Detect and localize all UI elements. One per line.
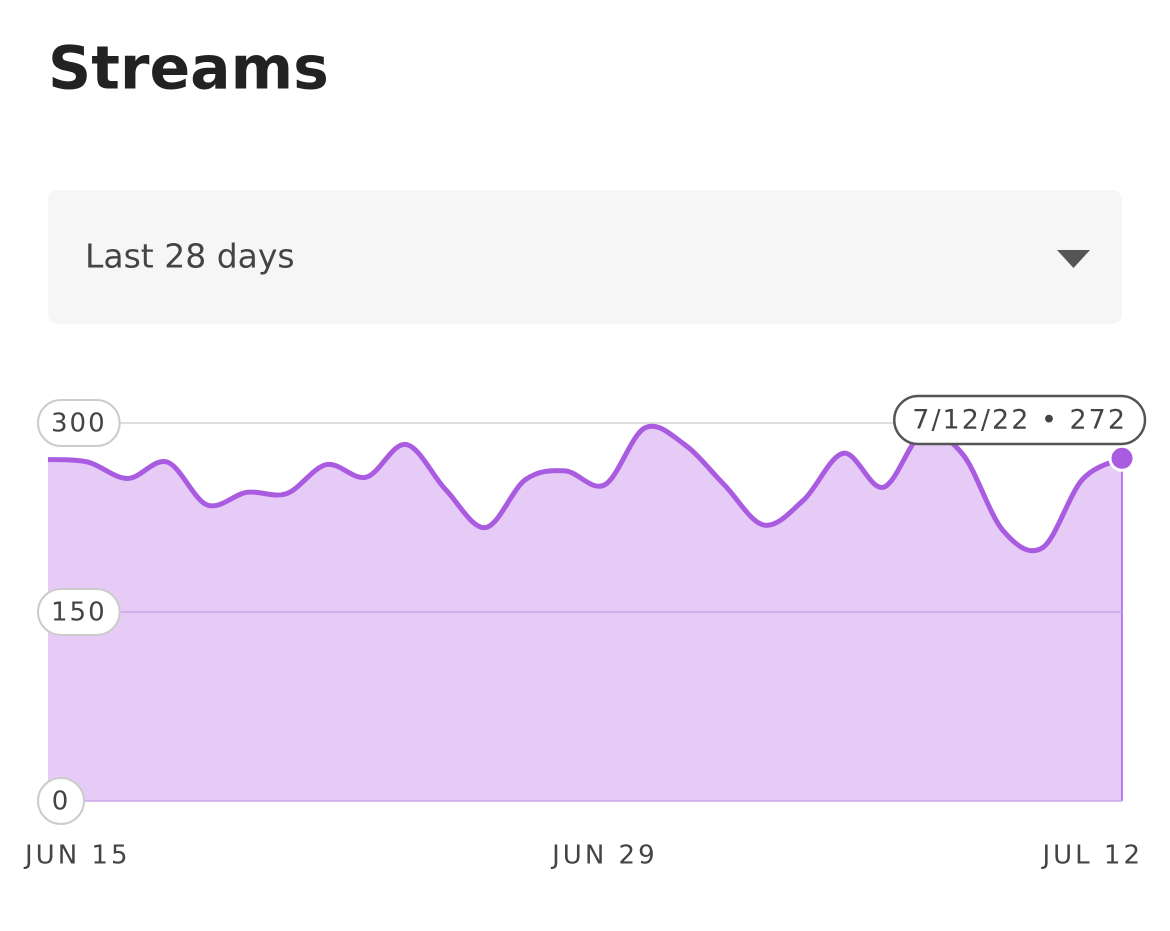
y-tick: 0 [37,777,85,825]
selected-point [1108,444,1136,472]
tooltip: 7/12/22 • 272 [893,394,1147,446]
x-tick-label: JUL 12 [1040,841,1143,871]
y-tick-label: 0 [52,787,71,817]
y-tick-label: 150 [51,598,107,628]
y-tick: 150 [37,588,121,636]
chart: 0 150 300 JUN 15 JUN 29 JUL 12 7/12/22 • 272 [23,394,1147,871]
tooltip-label: 7/12/22 • 272 [912,405,1127,436]
range-dropdown[interactable]: Last 28 days [48,190,1122,324]
y-tick-pill [37,588,121,636]
x-tick-label: JUN 29 [550,841,658,871]
tooltip-pill [893,394,1147,446]
dropdown-box[interactable] [48,190,1122,324]
x-tick-label: JUN 15 [23,841,131,871]
y-tick-label: 300 [51,409,107,439]
dropdown-label[interactable]: Last 28 days [85,237,295,276]
area-fill [48,426,1122,801]
y-tick: 300 [37,399,121,447]
y-tick-pill [37,399,121,447]
page-title: Streams [48,34,329,104]
dropdown-arrow[interactable] [1057,250,1090,268]
y-tick-pill [37,777,85,825]
